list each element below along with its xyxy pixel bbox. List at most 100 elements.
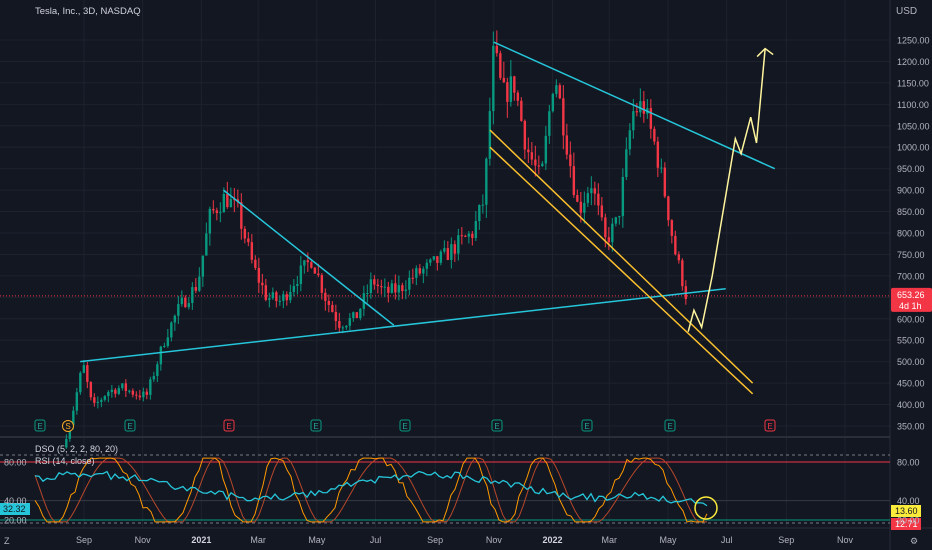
- oscillator-axis: 80.00 80.00 40.00 40.00 20.00 20.00: [4, 458, 920, 526]
- candlestick-series: [65, 30, 688, 449]
- price-tick-label: 350.00: [897, 422, 925, 432]
- candle-body: [117, 388, 121, 394]
- candle-body: [194, 287, 198, 291]
- earnings-marker[interactable]: E: [664, 419, 676, 432]
- resistance-trendline-2022[interactable]: [493, 41, 776, 170]
- currency-label: USD: [896, 6, 917, 17]
- earnings-marker[interactable]: E: [124, 419, 136, 432]
- candle-body: [86, 365, 89, 382]
- candle-body: [205, 233, 208, 256]
- oscillator-tick-label-left: 40.00: [4, 496, 27, 506]
- earnings-marker[interactable]: E: [764, 419, 776, 432]
- svg-text:S: S: [65, 422, 70, 431]
- candle-body: [390, 283, 394, 293]
- earnings-marker[interactable]: E: [399, 419, 411, 432]
- candle-body: [187, 303, 191, 308]
- svg-text:32.32: 32.32: [3, 504, 26, 514]
- candle-body: [317, 273, 320, 276]
- candle-body: [338, 321, 341, 328]
- candle-body: [593, 188, 597, 194]
- candle-body: [341, 327, 345, 329]
- price-projection-path[interactable]: [687, 48, 766, 332]
- time-tick-label: Nov: [135, 535, 152, 545]
- candle-body: [121, 383, 124, 389]
- zoom-icon[interactable]: Z: [4, 536, 10, 546]
- candle-body: [303, 260, 306, 266]
- oscillator-tick-label: 40.00: [897, 496, 920, 506]
- price-axis[interactable]: 1250.00 1200.00 1150.00 1100.00 1050.00 1000.…: [897, 36, 930, 432]
- time-tick-label: Nov: [837, 535, 854, 545]
- candle-body: [681, 260, 684, 287]
- earnings-marker[interactable]: E: [310, 419, 322, 432]
- svg-text:E: E: [402, 422, 407, 431]
- candle-body: [625, 149, 628, 177]
- rsi-left-badge: 32.32: [0, 503, 30, 515]
- candle-body: [163, 346, 166, 348]
- price-tick-label: 800.00: [897, 229, 925, 239]
- time-tick-label: Mar: [602, 535, 618, 545]
- candle-body: [534, 159, 537, 166]
- candle-body: [604, 217, 607, 238]
- svg-text:E: E: [313, 422, 318, 431]
- candle-body: [520, 100, 523, 121]
- channel-upper-line[interactable]: [489, 129, 754, 384]
- candle-body: [334, 311, 338, 322]
- rsi-legend: RSI (14, close): [35, 456, 95, 466]
- candle-body: [191, 287, 194, 304]
- candle-body: [649, 108, 653, 129]
- time-tick-label: May: [308, 535, 326, 545]
- candle-body: [201, 255, 205, 277]
- candle-body: [436, 256, 439, 263]
- candle-body: [107, 392, 110, 397]
- svg-text:E: E: [767, 422, 772, 431]
- candle-body: [289, 291, 292, 301]
- earnings-marker[interactable]: E: [581, 419, 593, 432]
- grid: [0, 0, 890, 528]
- last-price-value: 653.26: [897, 290, 925, 300]
- oscillator-pane: [0, 454, 890, 524]
- candle-body: [621, 176, 625, 217]
- candle-body: [310, 262, 313, 268]
- candle-body: [352, 312, 355, 319]
- time-tick-label: Mar: [250, 535, 266, 545]
- candle-body: [506, 82, 509, 102]
- price-tick-label: 600.00: [897, 314, 925, 324]
- candle-body: [103, 396, 107, 400]
- resistance-trendline-2021[interactable]: [223, 189, 395, 326]
- price-tick-label: 550.00: [897, 336, 925, 346]
- support-trendline[interactable]: [80, 288, 726, 363]
- candle-body: [632, 111, 635, 131]
- price-tick-label: 1200.00: [897, 57, 930, 67]
- candle-body: [555, 85, 558, 94]
- candle-body: [240, 202, 243, 229]
- channel-lower-line[interactable]: [489, 146, 754, 395]
- trend-drawings: [80, 41, 776, 395]
- candle-body: [261, 282, 264, 286]
- price-tick-label: 700.00: [897, 271, 925, 281]
- candle-body: [429, 259, 432, 263]
- price-tick-label: 400.00: [897, 400, 925, 410]
- candle-body: [369, 279, 373, 293]
- candle-body: [537, 165, 541, 167]
- candle-body: [439, 251, 443, 263]
- time-axis[interactable]: Sep Nov 2021 Mar May Jul Sep Nov 2022 Mar May Jul Se…: [76, 535, 854, 545]
- settings-gear-icon[interactable]: ⚙: [910, 536, 918, 546]
- price-tick-label: 750.00: [897, 250, 925, 260]
- earnings-marker[interactable]: E: [491, 419, 503, 432]
- earnings-marker[interactable]: E: [223, 419, 235, 432]
- candle-body: [93, 397, 96, 403]
- rsi-line: [34, 470, 708, 507]
- candle-body: [590, 188, 593, 194]
- earnings-marker[interactable]: E: [34, 419, 46, 432]
- candle-body: [366, 292, 369, 294]
- candle-body: [271, 292, 275, 299]
- price-tick-label: 1050.00: [897, 121, 930, 131]
- candle-body: [327, 300, 331, 305]
- dso-legend: DSO (5, 2, 2, 80, 20): [35, 444, 118, 454]
- candle-body: [569, 154, 572, 167]
- split-marker[interactable]: S: [62, 420, 74, 432]
- candle-body: [96, 401, 100, 403]
- candle-body: [282, 294, 285, 301]
- candle-body: [635, 111, 639, 113]
